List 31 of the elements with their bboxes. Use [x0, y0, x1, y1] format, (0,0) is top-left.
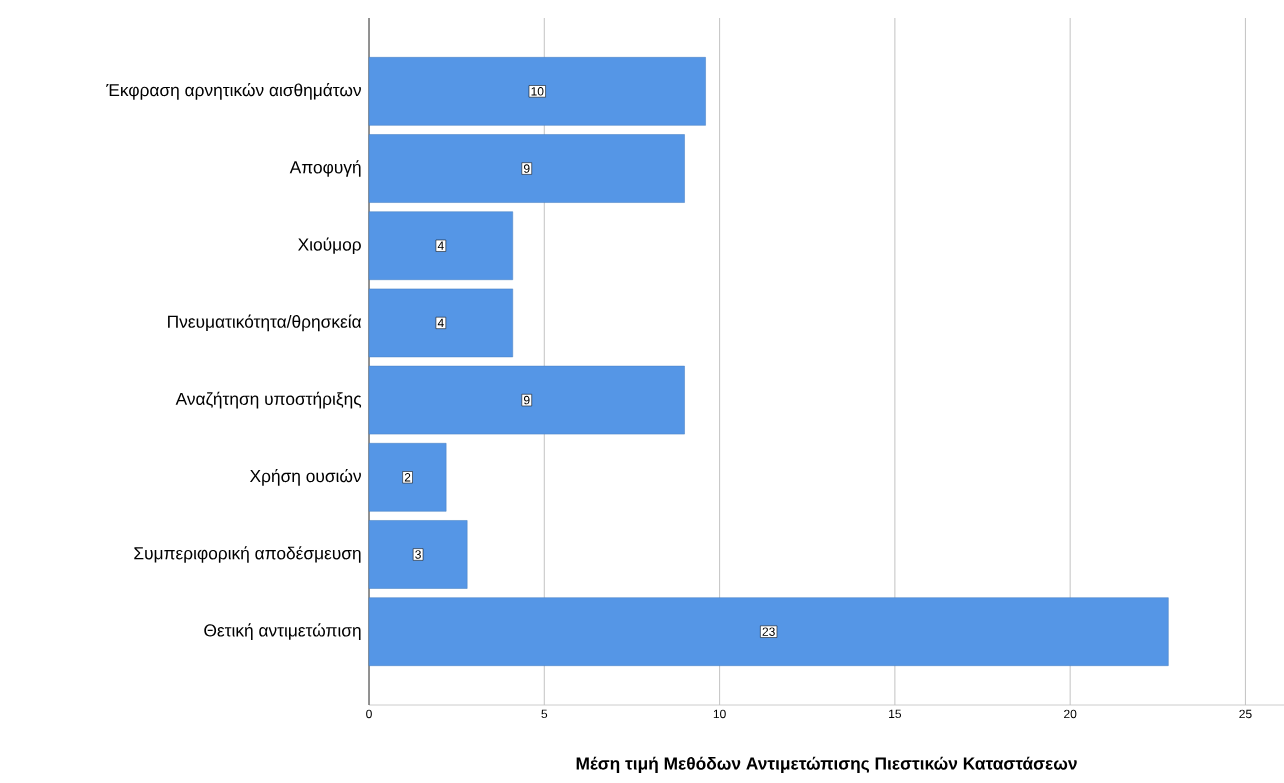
bar [368, 211, 514, 280]
bar [368, 288, 514, 358]
x-tick-label: 20 [1064, 709, 1077, 719]
bar [368, 443, 447, 512]
data-label: 23 [762, 627, 775, 636]
y-tick-label: Θετική αντιμετώπιση [204, 623, 361, 641]
data-label: 4 [437, 318, 444, 328]
bar [368, 520, 468, 589]
y-tick-label: Χιούμορ [298, 237, 361, 255]
y-tick-label: Αποφυγή [289, 160, 361, 177]
data-label: 4 [437, 241, 444, 250]
y-tick-label: Συμπεριφορική αποδέσμευση [134, 546, 361, 563]
data-label: 10 [531, 87, 544, 96]
data-label: 9 [523, 164, 530, 173]
data-label: 3 [415, 550, 421, 559]
x-tick-label: 15 [889, 709, 902, 719]
bar [368, 597, 1169, 666]
x-axis-title: Μέση τιμή Μεθόδων Αντιμετώπισης Πιεστικών Καταστάσεων [576, 756, 1077, 774]
y-tick-label: Αναζήτηση υποστήριξης [175, 391, 362, 409]
bar [368, 365, 685, 435]
y-tick-label: Έκφραση αρνητικών αισθημάτων [106, 83, 361, 100]
data-label: 2 [404, 473, 411, 482]
x-tick-label: 10 [713, 709, 726, 719]
data-label: 9 [523, 395, 530, 405]
bar [368, 134, 685, 203]
bar [368, 57, 706, 126]
x-tick-label: 0 [366, 709, 372, 719]
x-tick-label: 25 [1239, 709, 1252, 719]
y-tick-label: Χρήση ουσιών [249, 468, 361, 486]
x-tick-label: 5 [541, 709, 548, 719]
y-tick-label: Πνευματικότητα/θρησκεία [168, 314, 362, 332]
